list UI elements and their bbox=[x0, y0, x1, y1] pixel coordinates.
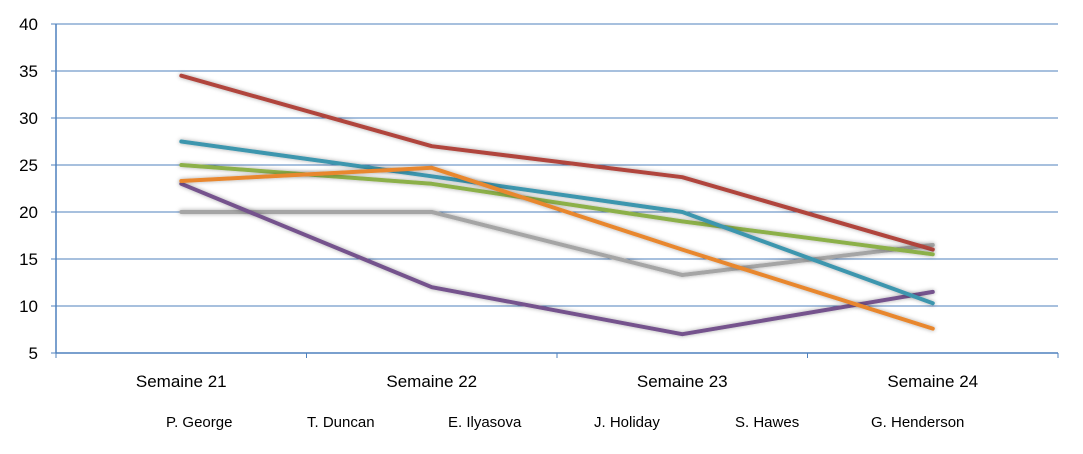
x-tick-label: Semaine 23 bbox=[637, 372, 728, 391]
legend-label: J. Holiday bbox=[594, 414, 660, 431]
data-point bbox=[932, 249, 934, 251]
legend-label: E. Ilyasova bbox=[448, 414, 522, 431]
y-tick-label: 20 bbox=[19, 203, 38, 222]
y-tick-label: 15 bbox=[19, 250, 38, 269]
series-lines bbox=[179, 73, 935, 337]
legend-label: G. Henderson bbox=[871, 414, 964, 431]
data-point bbox=[180, 211, 182, 213]
y-tick-label: 30 bbox=[19, 109, 38, 128]
y-tick-label: 40 bbox=[19, 15, 38, 34]
data-point bbox=[180, 180, 182, 182]
y-tick-label: 25 bbox=[19, 156, 38, 175]
series-line-p-george bbox=[179, 210, 935, 277]
y-tick-label: 10 bbox=[19, 297, 38, 316]
axes bbox=[51, 23, 1059, 358]
data-point bbox=[431, 167, 433, 169]
tick-labels: 5 10 15 20 25 30 35 40 Semaine 21 Semaine 22 Semai… bbox=[19, 15, 978, 391]
data-point bbox=[681, 176, 683, 178]
y-tick-label: 5 bbox=[29, 344, 38, 363]
data-point bbox=[932, 328, 934, 330]
data-point bbox=[431, 175, 433, 177]
data-point bbox=[681, 211, 683, 213]
data-point bbox=[180, 75, 182, 77]
y-tick-label: 35 bbox=[19, 62, 38, 81]
data-point bbox=[431, 145, 433, 147]
data-point bbox=[932, 302, 934, 304]
x-tick-label: Semaine 22 bbox=[386, 372, 477, 391]
series-line-g-henderson bbox=[179, 165, 935, 331]
data-point bbox=[431, 211, 433, 213]
data-point bbox=[431, 183, 433, 185]
series-line-s-hawes bbox=[179, 139, 935, 306]
series-line-t-duncan bbox=[179, 73, 935, 252]
data-point bbox=[681, 220, 683, 222]
data-point bbox=[180, 164, 182, 166]
data-point bbox=[681, 274, 683, 276]
data-point bbox=[431, 286, 433, 288]
data-point bbox=[180, 141, 182, 142]
x-tick-label: Semaine 21 bbox=[136, 372, 227, 391]
legend-label: T. Duncan bbox=[307, 414, 375, 431]
data-point bbox=[681, 333, 683, 335]
legend-label: P. George bbox=[166, 414, 232, 431]
legend: P. George T. Duncan E. Ilyasova J. Holiday S… bbox=[121, 414, 964, 431]
data-point bbox=[932, 291, 934, 293]
data-point bbox=[932, 253, 934, 255]
series-line-j-holiday bbox=[179, 181, 935, 337]
x-tick-label: Semaine 24 bbox=[887, 372, 978, 391]
data-point bbox=[932, 244, 934, 246]
data-point bbox=[180, 183, 182, 185]
data-point bbox=[681, 249, 683, 251]
legend-label: S. Hawes bbox=[735, 414, 799, 431]
